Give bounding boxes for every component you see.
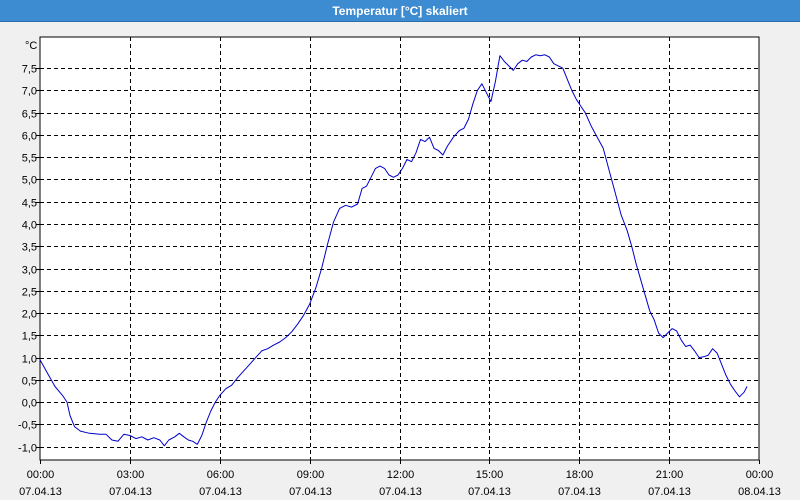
title-bar: Temperatur [°C] skaliert — [0, 0, 800, 22]
grid-lines — [40, 37, 759, 460]
x-tick-time-label: 12:00 — [387, 469, 415, 481]
x-tick-time-label: 18:00 — [566, 469, 594, 481]
x-tick-time-label: 06:00 — [207, 469, 235, 481]
axis-ticks — [36, 68, 760, 464]
y-tick-label: 3,5 — [22, 242, 37, 254]
x-tick-date-label: 07.04.13 — [558, 486, 601, 498]
x-tick-time-label: 00:00 — [746, 469, 774, 481]
y-tick-label: 4,5 — [22, 198, 37, 210]
y-tick-label: 2,0 — [22, 309, 37, 321]
x-tick-date-label: 07.04.13 — [468, 486, 511, 498]
y-axis-unit-label: °C — [25, 40, 37, 52]
x-tick-time-label: 00:00 — [27, 469, 55, 481]
y-tick-label: 7,0 — [22, 86, 37, 98]
x-tick-date-label: 07.04.13 — [199, 486, 242, 498]
x-tick-time-label: 15:00 — [476, 469, 504, 481]
x-tick-date-label: 07.04.13 — [379, 486, 422, 498]
y-tick-label: 0,0 — [22, 398, 37, 410]
y-tick-label: 6,0 — [22, 131, 37, 143]
y-tick-label: 5,0 — [22, 175, 37, 187]
y-tick-label: 7,5 — [22, 64, 37, 76]
temperature-chart: °C -1,0 -0,5 0,0 0,5 1,0 1,5 2,0 2,5 3,0 3,5 4,0 4,… — [18, 36, 781, 499]
x-tick-date-label: 07.04.13 — [19, 486, 62, 498]
y-tick-label: 0,5 — [22, 376, 37, 388]
y-tick-label: 1,0 — [22, 354, 37, 366]
plot-area — [39, 36, 760, 461]
series-layer — [39, 54, 748, 447]
y-tick-label: -1,0 — [18, 443, 37, 455]
y-tick-label: 2,5 — [22, 287, 37, 299]
temperature-series-line — [39, 54, 748, 447]
x-tick-date-label: 08.04.13 — [738, 486, 781, 498]
window-title: Temperatur [°C] skaliert — [332, 4, 468, 18]
x-tick-date-label: 07.04.13 — [109, 486, 152, 498]
y-tick-label: -0,5 — [18, 420, 37, 432]
y-tick-label: 6,5 — [22, 109, 37, 121]
x-tick-time-label: 09:00 — [297, 469, 325, 481]
x-tick-date-label: 07.04.13 — [289, 486, 332, 498]
y-tick-label: 1,5 — [22, 331, 37, 343]
y-tick-label: 5,5 — [22, 153, 37, 165]
x-tick-time-label: 03:00 — [117, 469, 145, 481]
y-tick-label: 4,0 — [22, 220, 37, 232]
y-tick-label: 3,0 — [22, 265, 37, 277]
x-tick-time-label: 21:00 — [656, 469, 684, 481]
x-tick-date-label: 07.04.13 — [648, 486, 691, 498]
tick-labels: -1,0 -0,5 0,0 0,5 1,0 1,5 2,0 2,5 3,0 3,5 4,0 4,5 5,… — [18, 64, 781, 499]
